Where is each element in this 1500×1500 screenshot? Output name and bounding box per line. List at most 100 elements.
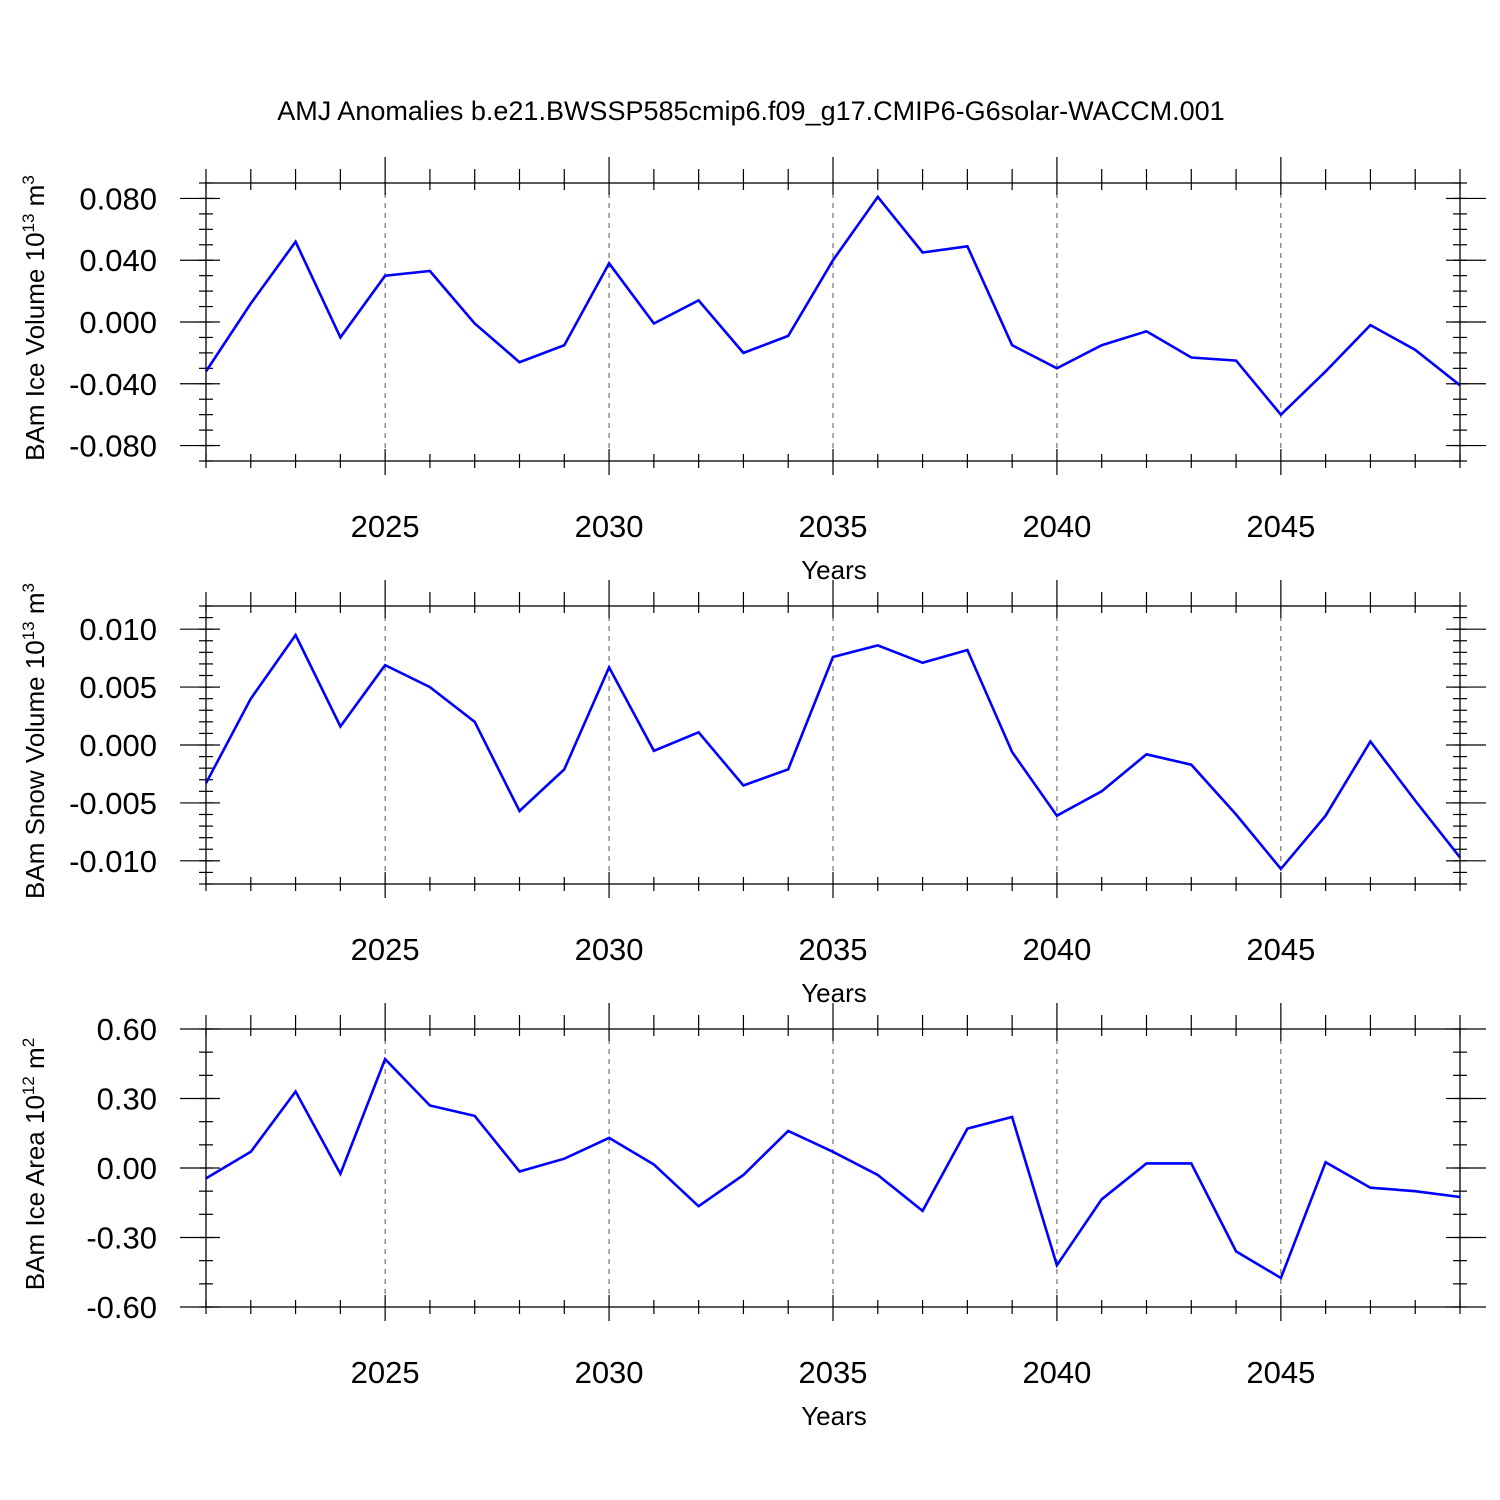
y-tick-label: -0.010 bbox=[69, 844, 157, 879]
y-tick-label: 0.005 bbox=[79, 670, 157, 705]
data-point bbox=[653, 1163, 655, 1165]
data-point bbox=[1369, 324, 1371, 326]
y-tick-label: -0.005 bbox=[69, 786, 157, 821]
data-point bbox=[966, 245, 968, 247]
data-point bbox=[518, 810, 520, 812]
x-tick-label: 2035 bbox=[799, 509, 868, 544]
y-tick-label: -0.30 bbox=[86, 1221, 157, 1256]
x-tick-label: 2030 bbox=[575, 509, 644, 544]
data-line bbox=[205, 1056, 1461, 1280]
data-point bbox=[1414, 349, 1416, 351]
data-point bbox=[966, 649, 968, 651]
data-point bbox=[1145, 1162, 1147, 1164]
data-point bbox=[1056, 1264, 1058, 1266]
x-axis-title: Years bbox=[801, 1401, 867, 1431]
data-point bbox=[339, 336, 341, 338]
data-line bbox=[204, 632, 1462, 871]
data-point bbox=[429, 270, 431, 272]
data-point bbox=[1414, 799, 1416, 801]
data-point bbox=[608, 262, 610, 264]
x-tick-label: 2030 bbox=[575, 1355, 644, 1390]
data-point bbox=[877, 1174, 879, 1176]
plot-frame bbox=[205, 1028, 1461, 1308]
x-tick-label: 2025 bbox=[351, 509, 420, 544]
data-point bbox=[384, 664, 386, 666]
data-point bbox=[1011, 751, 1013, 753]
data-point bbox=[1190, 356, 1192, 358]
data-point bbox=[1414, 1190, 1416, 1192]
chart-panel-3: 0.60 0.30 0.00 -0.30 -0.60 2025 2030 2035 2040 20… bbox=[19, 1003, 1486, 1431]
data-point bbox=[474, 721, 476, 723]
data-point bbox=[563, 768, 565, 770]
y-tick-label: -0.60 bbox=[86, 1290, 157, 1325]
data-point bbox=[697, 299, 699, 301]
y-tick-label: 0.080 bbox=[79, 181, 157, 216]
x-tick-label: 2030 bbox=[575, 932, 644, 967]
data-point bbox=[653, 322, 655, 324]
data-point bbox=[1101, 790, 1103, 792]
y-tick-label: 0.010 bbox=[79, 612, 157, 647]
y-tick-label: 0.040 bbox=[79, 243, 157, 278]
x-axis-title: Years bbox=[801, 978, 867, 1008]
x-tick-label: 2045 bbox=[1246, 932, 1315, 967]
data-point bbox=[1056, 814, 1058, 816]
data-point bbox=[608, 666, 610, 668]
chart-panels: 0.080 0.040 0.000 -0.040 -0.080 2025 2030 2035 2… bbox=[19, 157, 1486, 1431]
data-point bbox=[1056, 367, 1058, 369]
data-point bbox=[877, 196, 879, 198]
y-tick-label: -0.080 bbox=[69, 429, 157, 464]
data-point bbox=[429, 1104, 431, 1106]
data-point bbox=[1235, 1250, 1237, 1252]
data-point bbox=[429, 686, 431, 688]
data-point bbox=[384, 274, 386, 276]
y-axis-title: BAm Ice Volume 1013 m3 bbox=[19, 175, 50, 461]
data-point bbox=[921, 1210, 923, 1212]
y-axis-title: BAm Snow Volume 1013 m3 bbox=[19, 583, 50, 899]
data-point bbox=[742, 1174, 744, 1176]
data-point bbox=[1280, 413, 1282, 415]
data-point bbox=[294, 1090, 296, 1092]
data-point bbox=[1280, 868, 1282, 870]
data-line bbox=[204, 194, 1461, 417]
data-point bbox=[339, 1173, 341, 1175]
x-tick-label: 2040 bbox=[1022, 509, 1091, 544]
data-point bbox=[518, 361, 520, 363]
data-point bbox=[1145, 753, 1147, 755]
y-tick-label: 0.000 bbox=[79, 305, 157, 340]
data-point bbox=[1190, 763, 1192, 765]
data-point bbox=[787, 1130, 789, 1132]
plot-frame bbox=[205, 182, 1461, 462]
data-point bbox=[832, 1151, 834, 1153]
data-point bbox=[1235, 813, 1237, 815]
data-point bbox=[474, 1115, 476, 1117]
x-tick-label: 2040 bbox=[1022, 1355, 1091, 1390]
data-point bbox=[563, 1158, 565, 1160]
chart-panel-1: 0.080 0.040 0.000 -0.040 -0.080 2025 2030 2035 2… bbox=[19, 157, 1486, 585]
data-point bbox=[1280, 1277, 1282, 1279]
data-point bbox=[1011, 1116, 1013, 1118]
y-tick-label: 0.000 bbox=[79, 728, 157, 763]
data-point bbox=[1101, 1198, 1103, 1200]
data-point bbox=[832, 259, 834, 261]
x-tick-label: 2025 bbox=[351, 1355, 420, 1390]
data-point bbox=[1369, 740, 1371, 742]
y-tick-label: 0.60 bbox=[97, 1012, 157, 1047]
x-tick-label: 2045 bbox=[1246, 509, 1315, 544]
data-point bbox=[742, 784, 744, 786]
data-point bbox=[518, 1170, 520, 1172]
data-point bbox=[877, 644, 879, 646]
data-point bbox=[1324, 1161, 1326, 1163]
data-point bbox=[250, 1151, 252, 1153]
data-point bbox=[921, 251, 923, 253]
data-point bbox=[966, 1127, 968, 1129]
data-point bbox=[339, 725, 341, 727]
x-tick-label: 2025 bbox=[351, 932, 420, 967]
chart-panel-2: 0.010 0.005 0.000 -0.005 -0.010 2025 2030 2035 2… bbox=[19, 580, 1486, 1008]
data-point bbox=[250, 697, 252, 699]
y-tick-label: 0.00 bbox=[97, 1151, 157, 1186]
y-tick-label: 0.30 bbox=[97, 1082, 157, 1117]
data-point bbox=[563, 344, 565, 346]
x-tick-label: 2045 bbox=[1246, 1355, 1315, 1390]
data-point bbox=[787, 768, 789, 770]
